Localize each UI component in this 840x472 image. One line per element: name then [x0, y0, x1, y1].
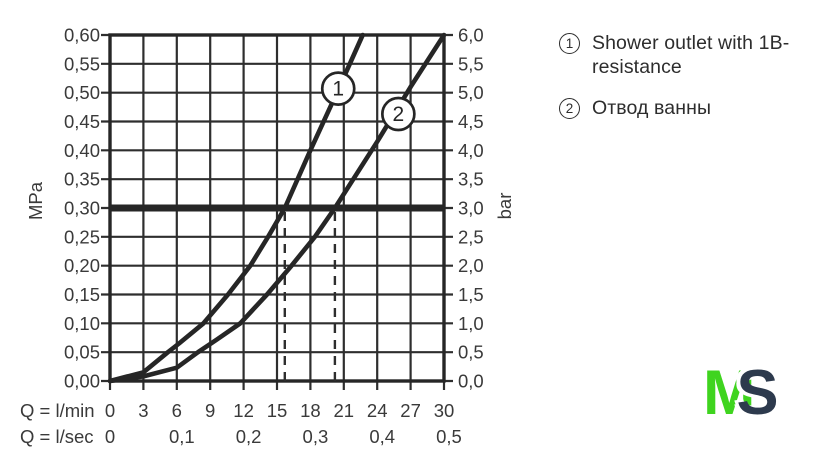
- y-right-tick-label: 1,5: [458, 284, 484, 305]
- curve-1-badge: [320, 71, 356, 106]
- y-left-tick-label: 0,40: [64, 140, 100, 161]
- y-right-tick-label: 2,0: [458, 255, 484, 276]
- flow-pressure-chart: 120,60 6,00,55 5,50,50 5,00,45 4,50,40 4,00,3…: [20, 24, 515, 447]
- y-left-tick-label: 0,05: [64, 342, 100, 363]
- x-axis-lmin-caption: Q = l/min: [20, 400, 95, 421]
- curve-2-badge: [381, 96, 416, 132]
- curve-1-path: [107, 32, 365, 384]
- curve-2-marker-icon: 2: [559, 98, 580, 119]
- logo-letter-m: M: [703, 358, 756, 428]
- x-lmin-tick-label: 6: [172, 400, 182, 421]
- x-lsec-tick-label: 0,1: [169, 426, 195, 447]
- x-lmin-tick-label: 30: [434, 400, 455, 421]
- y-left-tick-label: 0,30: [64, 197, 100, 218]
- legend-item-1: 1 Shower outlet with 1B-resistance: [559, 31, 821, 79]
- y-right-unit-label: bar: [494, 193, 515, 220]
- legend-item-2-label: Отвод ванны: [592, 97, 712, 119]
- ms-logo: MS: [703, 357, 779, 429]
- x-lsec-tick-label: 0,2: [236, 426, 262, 447]
- x-lsec-tick-label: 0,4: [369, 426, 395, 447]
- x-axis-lsec-caption: Q = l/sec: [20, 426, 94, 447]
- x-lmin-tick-label: 21: [334, 400, 355, 421]
- x-lmin-tick-label: 27: [400, 400, 421, 421]
- y-left-tick-label: 0,20: [64, 255, 100, 276]
- legend: 1 Shower outlet with 1B-resistance 2 Отв…: [559, 31, 821, 137]
- y-left-tick-label: 0,00: [64, 371, 100, 392]
- x-lmin-tick-label: 24: [367, 400, 388, 421]
- legend-item-2: 2 Отвод ванны: [559, 96, 821, 120]
- x-lsec-tick-label: 0,3: [303, 426, 329, 447]
- y-right-tick-label: 5,0: [458, 82, 484, 103]
- y-left-tick-label: 0,45: [64, 111, 100, 132]
- y-left-tick-label: 0,60: [64, 24, 100, 45]
- x-lsec-tick-label: 0,5: [436, 426, 462, 447]
- y-right-tick-label: 3,0: [458, 197, 484, 218]
- y-right-tick-label: 5,5: [458, 53, 484, 74]
- y-left-tick-label: 0,10: [64, 313, 100, 334]
- logo-letter-s: S: [736, 358, 778, 428]
- y-right-tick-label: 4,5: [458, 111, 484, 132]
- curve-1-badge-number: 1: [332, 78, 344, 101]
- curve-2-badge-number: 2: [393, 103, 405, 126]
- x-lmin-tick-label: 9: [205, 400, 215, 421]
- curve-2-path: [107, 32, 447, 384]
- x-lmin-tick-label: 0: [105, 400, 115, 421]
- y-left-tick-label: 0,55: [64, 53, 100, 74]
- x-lsec-tick-label: 0: [105, 426, 115, 447]
- x-lmin-tick-label: 15: [267, 400, 288, 421]
- curve-1-marker-icon: 1: [559, 33, 580, 54]
- y-left-tick-label: 0,35: [64, 169, 100, 190]
- y-right-tick-label: 4,0: [458, 140, 484, 161]
- y-right-tick-label: 6,0: [458, 24, 484, 45]
- y-right-tick-label: 1,0: [458, 313, 484, 334]
- y-right-tick-label: 2,5: [458, 226, 484, 247]
- x-lmin-tick-label: 12: [233, 400, 254, 421]
- y-left-tick-label: 0,15: [64, 284, 100, 305]
- legend-item-1-label: Shower outlet with 1B-resistance: [592, 32, 790, 78]
- x-lmin-tick-label: 3: [138, 400, 148, 421]
- y-right-tick-label: 3,5: [458, 169, 484, 190]
- y-right-tick-label: 0,5: [458, 342, 484, 363]
- y-right-tick-label: 0,0: [458, 371, 484, 392]
- y-left-tick-label: 0,25: [64, 226, 100, 247]
- y-left-unit-label: MPa: [25, 181, 46, 220]
- y-left-tick-label: 0,50: [64, 82, 100, 103]
- x-lmin-tick-label: 18: [300, 400, 321, 421]
